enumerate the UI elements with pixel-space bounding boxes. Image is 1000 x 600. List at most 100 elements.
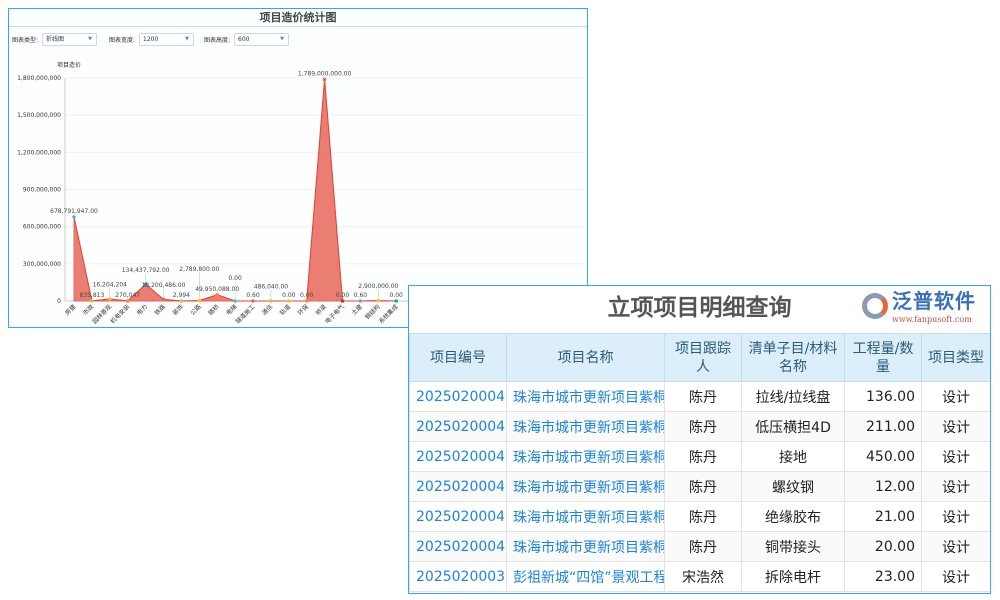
x-tick-label: 电子电气 (323, 303, 346, 326)
data-point[interactable] (340, 299, 345, 303)
x-tick-label: 桥梁 (314, 303, 328, 317)
project-name-link[interactable]: 珠海市城市更新项目紫桐 (506, 441, 665, 472)
data-label: 2,900,000.00 (358, 283, 398, 290)
y-tick-label: 900,000,000 (23, 187, 61, 194)
data-label: 2,994 (173, 292, 190, 299)
chart-title: 项目造价统计图 (9, 9, 587, 27)
tracker-cell: 宋浩然 (664, 561, 742, 592)
column-header: 项目名称 (506, 333, 665, 382)
chart-height-control: 图表高度: 600 ▼ (204, 33, 290, 46)
data-point[interactable] (358, 299, 363, 303)
project-code-link[interactable]: 2025020004 (409, 381, 507, 412)
data-point[interactable] (90, 299, 94, 303)
table-row[interactable]: 2025020003 彭祖新城“四馆”景观工程 宋浩然 拆除电杆 23.00 设计 (409, 561, 990, 592)
x-tick-label: 路桥 (206, 303, 220, 317)
table-row[interactable]: 2025020004 珠海市城市更新项目紫桐 陈丹 绝缘胶布 21.00 设计 (409, 501, 990, 532)
x-tick-label: 电梯 (224, 303, 238, 317)
cost-area-chart: 项目造价 0 300,000,000 600,000,000 900,000,000 1,… (17, 61, 584, 326)
tracker-cell: 陈丹 (664, 531, 742, 562)
project-name-link[interactable]: 珠海市城市更新项目紫桐 (506, 531, 665, 562)
material-name-cell: 拉线/拉线盘 (741, 381, 845, 412)
x-tick-label: 轨道 (278, 303, 292, 317)
data-label: 0.60 (354, 292, 368, 299)
data-label: 2,789,800.00 (179, 266, 219, 273)
data-point[interactable] (143, 282, 148, 287)
x-tick-label: 市政 (81, 303, 95, 317)
data-label: 0.60 (246, 292, 260, 299)
data-label: 1,789,000,000.00 (298, 70, 352, 77)
chevron-down-icon: ▼ (88, 36, 93, 42)
project-name-link[interactable]: 珠海市城市更新项目紫桐 (506, 501, 665, 532)
quantity-cell: 20.00 (844, 531, 922, 562)
data-label: 835,813 (79, 292, 104, 299)
data-point[interactable] (376, 298, 381, 303)
project-code-link[interactable]: 2025020004 (409, 531, 507, 562)
material-name-cell: 低压横担4D (741, 411, 845, 442)
data-label: 49,950,088.00 (195, 286, 239, 293)
data-label: 486,040.00 (254, 283, 289, 290)
project-name-link[interactable]: 珠海市城市更新项目紫桐 (506, 411, 665, 442)
data-point[interactable] (179, 299, 184, 303)
data-point[interactable] (215, 293, 219, 297)
tracker-cell: 陈丹 (664, 441, 742, 472)
column-header: 项目跟踪人 (664, 333, 742, 382)
project-code-link[interactable]: 2025020004 (409, 441, 507, 472)
project-name-link[interactable]: 珠海市城市更新项目紫桐 (506, 471, 665, 502)
project-type-cell: 设计 (921, 441, 990, 472)
table-row[interactable]: 2025020004 珠海市城市更新项目紫桐 陈丹 接地 450.00 设计 (409, 441, 990, 472)
data-point[interactable] (197, 298, 202, 303)
table-row[interactable]: 2025020004 珠海市城市更新项目紫桐 陈丹 螺纹钢 12.00 设计 (409, 471, 990, 502)
x-tick-label: 环保 (296, 303, 310, 317)
data-point[interactable] (108, 297, 112, 301)
data-label: 678,791,947.00 (50, 208, 98, 215)
project-code-link[interactable]: 2025020004 (409, 471, 507, 502)
data-point[interactable] (269, 299, 273, 303)
project-name-link[interactable]: 彭祖新城“四馆”景观工程 (506, 561, 665, 592)
data-point[interactable] (72, 215, 76, 219)
material-name-cell: 接地 (741, 441, 845, 472)
project-code-link[interactable]: 2025020003 (409, 561, 507, 592)
x-tick-label: 房建 (63, 303, 77, 317)
table-row[interactable]: 2025020004 珠海市城市更新项目紫桐 陈丹 低压横担4D 211.00 设计 (409, 411, 990, 442)
material-name-cell: 螺纹钢 (741, 471, 845, 502)
y-tick-label: 300,000,000 (23, 261, 61, 268)
x-tick-label: 系统集成 (377, 303, 400, 326)
material-name-cell: 拆除电杆 (741, 561, 845, 592)
chart-type-control: 图表类型: 折线图 ▼ (12, 33, 98, 46)
chart-width-label: 图表宽度: (109, 37, 136, 44)
tracker-cell: 陈丹 (664, 411, 742, 442)
x-tick-label: 隧道施工 (234, 303, 257, 326)
quantity-cell: 136.00 (844, 381, 922, 412)
table-row[interactable]: 2025020004 珠海市城市更新项目紫桐 陈丹 铜带接头 20.00 设计 (409, 531, 990, 562)
data-point[interactable] (304, 299, 309, 303)
project-type-cell: 设计 (921, 531, 990, 562)
data-point[interactable] (251, 299, 255, 303)
chart-type-value: 折线图 (46, 36, 65, 43)
column-header: 工程量/数量 (844, 333, 922, 382)
project-type-cell: 设计 (921, 411, 990, 442)
data-label: 0.00 (336, 292, 350, 299)
project-type-cell: 设计 (921, 381, 990, 412)
data-label: 13,200,486.00 (142, 282, 186, 289)
data-point[interactable] (322, 77, 327, 82)
table-header-row: 项目编号 项目名称 项目跟踪人 清单子目/材料名称 工程量/数量 项目类型 (409, 333, 990, 382)
project-code-link[interactable]: 2025020004 (409, 501, 507, 532)
chart-height-select[interactable]: 600 ▼ (234, 33, 290, 46)
chart-panel: 项目造价统计图 图表类型: 折线图 ▼ 图表宽度: 1200 ▼ 图表高度: 600… (8, 8, 588, 328)
table-row[interactable]: 2025020004 珠海市城市更新项目紫桐 陈丹 拉线/拉线盘 136.00 设计 (409, 381, 990, 412)
x-tick-label: 公路 (189, 303, 203, 317)
data-point[interactable] (125, 299, 130, 303)
data-point[interactable] (233, 299, 237, 303)
quantity-cell: 450.00 (844, 441, 922, 472)
project-name-link[interactable]: 珠海市城市更新项目紫桐 (506, 381, 665, 412)
chart-width-select[interactable]: 1200 ▼ (139, 33, 195, 46)
tracker-cell: 陈丹 (664, 501, 742, 532)
x-tick-label: 土建 (350, 303, 364, 317)
chart-type-select[interactable]: 折线图 ▼ (42, 33, 98, 46)
data-point[interactable] (161, 297, 166, 302)
project-code-link[interactable]: 2025020004 (409, 411, 507, 442)
data-point[interactable] (287, 299, 291, 303)
x-tick-label: 装饰 (171, 303, 185, 317)
data-point[interactable] (394, 299, 399, 303)
chart-width-control: 图表宽度: 1200 ▼ (109, 33, 195, 46)
